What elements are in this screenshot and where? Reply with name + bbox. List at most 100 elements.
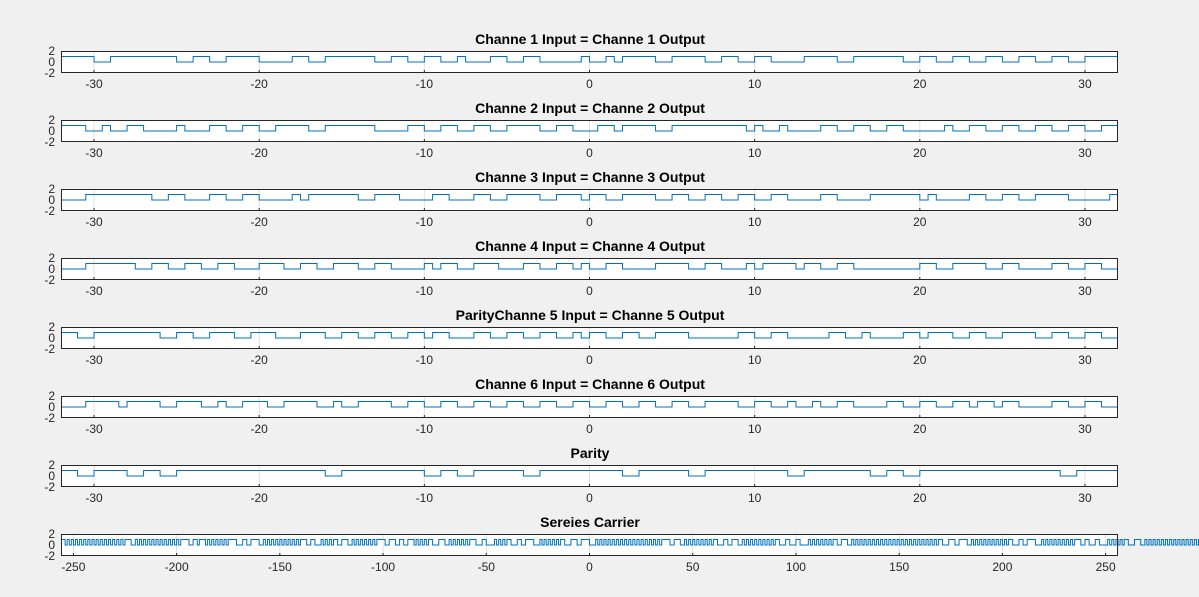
y-tick-label: 2 (48, 527, 55, 541)
x-tick-label: 100 (786, 560, 806, 574)
x-tick-label: 10 (748, 491, 762, 505)
x-tick-label: 20 (913, 422, 927, 436)
x-tick-label: -30 (85, 77, 103, 91)
y-tick-label: 0 (48, 331, 55, 345)
y-tick-label: 0 (48, 400, 55, 414)
signal-line (61, 401, 1118, 408)
x-tick-label: -50 (478, 560, 496, 574)
y-tick-label: -2 (44, 411, 55, 425)
y-tick-label: -2 (44, 480, 55, 494)
signal-line (61, 332, 1118, 339)
x-tick-label: -30 (85, 146, 103, 160)
x-tick-label: 10 (748, 284, 762, 298)
x-tick-label: 250 (1096, 560, 1116, 574)
x-tick-label: -30 (85, 353, 103, 367)
signal-line (61, 263, 1118, 270)
x-tick-label: 0 (586, 353, 593, 367)
x-tick-label: -20 (251, 77, 269, 91)
y-tick-label: -2 (44, 135, 55, 149)
y-tick-label: 2 (48, 182, 55, 196)
x-tick-label: 20 (913, 491, 927, 505)
x-tick-label: -150 (268, 560, 292, 574)
x-tick-label: -10 (416, 77, 434, 91)
subplot-title: Sereies Carrier (540, 514, 640, 530)
y-tick-label: 2 (48, 251, 55, 265)
x-tick-label: 30 (1078, 284, 1092, 298)
x-tick-label: -20 (251, 353, 269, 367)
x-tick-label: 30 (1078, 77, 1092, 91)
x-tick-label: 20 (913, 77, 927, 91)
x-tick-label: -30 (85, 284, 103, 298)
x-tick-label: 10 (748, 215, 762, 229)
x-tick-label: -10 (416, 146, 434, 160)
x-tick-label: -100 (371, 560, 395, 574)
signal-line (61, 470, 1118, 477)
x-tick-label: 150 (889, 560, 909, 574)
y-tick-label: 0 (48, 262, 55, 276)
x-tick-label: 50 (686, 560, 700, 574)
x-tick-label: 20 (913, 215, 927, 229)
x-tick-label: -20 (251, 146, 269, 160)
x-tick-label: -10 (416, 353, 434, 367)
x-tick-label: 30 (1078, 215, 1092, 229)
y-tick-label: -2 (44, 204, 55, 218)
subplot-title: Parity (571, 445, 610, 461)
subplot-title: Channe 2 Input = Channe 2 Output (475, 100, 705, 116)
x-tick-label: 200 (992, 560, 1012, 574)
y-tick-label: 0 (48, 469, 55, 483)
x-tick-label: -20 (251, 422, 269, 436)
x-tick-label: -20 (251, 284, 269, 298)
x-tick-label: -250 (61, 560, 85, 574)
signal-line (61, 56, 1118, 63)
y-tick-label: -2 (44, 66, 55, 80)
x-tick-label: 10 (748, 77, 762, 91)
y-tick-label: 0 (48, 55, 55, 69)
y-tick-label: 2 (48, 44, 55, 58)
signal-line (61, 125, 1118, 132)
x-tick-label: -10 (416, 422, 434, 436)
y-tick-label: 0 (48, 124, 55, 138)
x-tick-label: 20 (913, 146, 927, 160)
x-tick-label: 0 (586, 215, 593, 229)
y-tick-label: 0 (48, 193, 55, 207)
x-tick-label: 20 (913, 353, 927, 367)
subplot-title: Channe 1 Input = Channe 1 Output (475, 31, 705, 47)
x-tick-label: -10 (416, 215, 434, 229)
y-tick-label: 0 (48, 538, 55, 552)
x-tick-label: 30 (1078, 353, 1092, 367)
y-tick-label: -2 (44, 342, 55, 356)
x-tick-label: 30 (1078, 422, 1092, 436)
x-tick-label: 0 (586, 146, 593, 160)
y-tick-label: -2 (44, 549, 55, 563)
x-tick-label: -30 (85, 422, 103, 436)
x-tick-label: 20 (913, 284, 927, 298)
x-tick-label: -30 (85, 491, 103, 505)
x-tick-label: -10 (416, 284, 434, 298)
x-tick-label: -30 (85, 215, 103, 229)
subplot-title: Channe 4 Input = Channe 4 Output (475, 238, 705, 254)
x-tick-label: 10 (748, 146, 762, 160)
x-tick-label: 10 (748, 353, 762, 367)
x-tick-label: -20 (251, 491, 269, 505)
x-tick-label: 0 (586, 491, 593, 505)
y-tick-label: 2 (48, 320, 55, 334)
y-tick-label: 2 (48, 113, 55, 127)
x-tick-label: -20 (251, 215, 269, 229)
x-tick-label: -10 (416, 491, 434, 505)
x-tick-label: -200 (165, 560, 189, 574)
y-tick-label: 2 (48, 389, 55, 403)
y-tick-label: 2 (48, 458, 55, 472)
signal-line (61, 194, 1118, 201)
x-tick-label: 10 (748, 422, 762, 436)
x-tick-label: 30 (1078, 491, 1092, 505)
y-tick-label: -2 (44, 273, 55, 287)
